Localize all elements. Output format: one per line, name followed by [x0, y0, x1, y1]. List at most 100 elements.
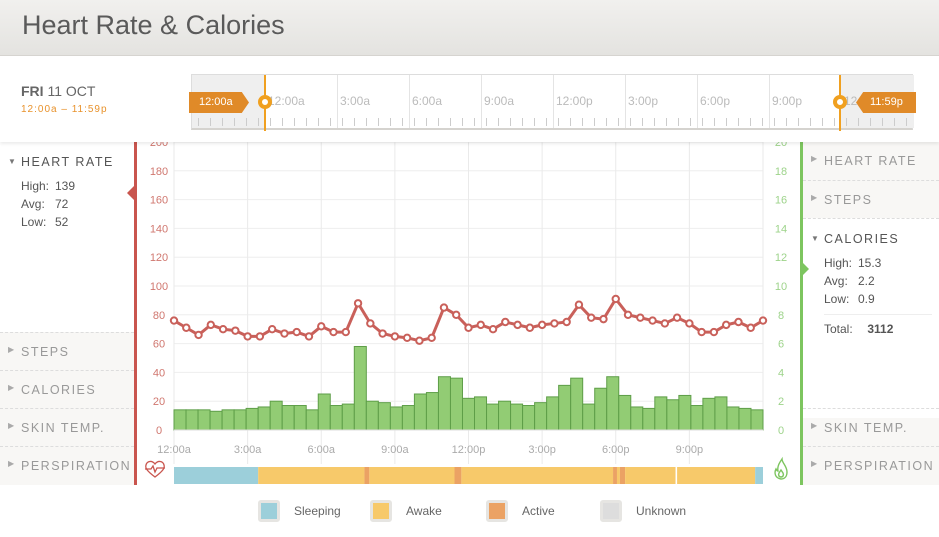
- x-axis-tick-label: 3:00a: [234, 444, 262, 456]
- stat-label: High:: [21, 179, 50, 193]
- heart-rate-point: [623, 310, 633, 320]
- timeline-tick: [822, 118, 823, 126]
- timeline-label: 12: [844, 94, 858, 108]
- timeline-tick: [426, 118, 427, 126]
- page-title: Heart Rate & Calories: [22, 10, 285, 40]
- left-axis-tick-label: 180: [150, 166, 168, 178]
- timeline-tick: [798, 118, 799, 126]
- calorie-bar: [353, 345, 367, 431]
- activity-segment-active: [364, 467, 370, 484]
- pulse-shape: [145, 464, 165, 474]
- heart-rate-point: [721, 320, 731, 330]
- calorie-bar: [377, 402, 391, 431]
- timeline-tick: [390, 118, 391, 126]
- heart-rate-point: [292, 327, 301, 337]
- section-label: STEPS: [21, 345, 70, 359]
- heart-rate-point: [513, 320, 522, 330]
- timeline-tick: [702, 118, 703, 126]
- left-axis-tick-label: 200: [150, 142, 168, 149]
- stat-label: High:: [824, 256, 853, 270]
- total-label: Total:: [824, 322, 853, 336]
- activity-segment-active: [613, 467, 617, 484]
- end-time-flag: 11:59p: [856, 92, 916, 113]
- timeline-tick: [750, 118, 751, 126]
- timeline-tick: [270, 118, 271, 126]
- calorie-bar: [570, 377, 584, 431]
- heart-rate-point: [562, 317, 571, 327]
- heart-rate-point: [464, 323, 473, 332]
- sidebar-item-calories[interactable]: ▶ CALORIES: [0, 370, 134, 408]
- caret-right-icon: ▶: [8, 459, 16, 468]
- calorie-bar: [738, 407, 752, 431]
- caret-right-icon: ▶: [811, 193, 819, 202]
- timeline-tick: [870, 118, 871, 126]
- timeline-tick: [666, 118, 667, 126]
- left-axis-tick-label: 120: [150, 252, 168, 264]
- sidebar-section-calories[interactable]: ▼ CALORIES High: 15.3 Avg: 2.2 Low: 0.9 Total…: [803, 218, 939, 418]
- heart-rate-point: [611, 294, 620, 304]
- heart-rate-point: [304, 332, 314, 341]
- heart-rate-icon: [145, 460, 165, 478]
- heart-rate-point: [746, 323, 755, 332]
- timeline-tick: [690, 118, 691, 126]
- x-axis-tick-label: 12:00a: [157, 444, 192, 456]
- handle-knob[interactable]: [258, 95, 272, 109]
- stat-row: High: 15.3: [824, 256, 939, 274]
- day-label: FRI: [21, 83, 44, 99]
- handle-knob[interactable]: [833, 95, 847, 109]
- right-axis-tick-label: 0: [778, 425, 784, 437]
- left-axis-tick-label: 80: [153, 310, 165, 322]
- stat-value: 2.2: [858, 274, 875, 288]
- caret-right-icon: ▶: [811, 421, 819, 430]
- calorie-bar: [534, 402, 548, 431]
- flame-icon: [774, 456, 788, 480]
- timeline-gridline: [697, 75, 698, 128]
- section-label: SKIN TEMP.: [824, 421, 909, 435]
- heart-rate-point: [317, 322, 326, 331]
- timeline-tick: [234, 118, 235, 126]
- timeline-tick: [654, 118, 655, 126]
- section-label: HEART RATE: [21, 155, 114, 169]
- range-start-handle[interactable]: [258, 75, 272, 131]
- timeline-tick: [342, 118, 343, 126]
- active-pointer: [127, 184, 136, 202]
- timeline-scrubber[interactable]: 12:00a 3:00a 6:00a 9:00a 12:00p 3:00p 6:00p 9:0…: [189, 74, 916, 131]
- caret-right-icon: ▶: [811, 154, 819, 163]
- timeline-tick: [330, 118, 331, 126]
- calorie-bar: [642, 407, 656, 431]
- title-bar: Heart Rate & Calories: [0, 0, 939, 56]
- timeline-label: 6:00a: [412, 94, 443, 108]
- calorie-bar: [401, 405, 415, 431]
- timeline-tick: [906, 118, 907, 126]
- flame-inner: [777, 468, 785, 478]
- x-axis-tick-label: 12:00p: [452, 444, 486, 456]
- activity-segment-active: [619, 467, 626, 484]
- sidebar-section-heart-rate[interactable]: ▼ HEART RATE High: 139 Avg: 72 Low: 52: [0, 142, 134, 332]
- timeline-tick: [366, 118, 367, 126]
- right-axis-tick-label: 4: [778, 367, 784, 379]
- right-axis-tick-label: 14: [775, 223, 787, 235]
- calorie-bar: [425, 392, 439, 431]
- calorie-bar: [486, 403, 500, 431]
- sidebar-item-skin-temp[interactable]: ▶ SKIN TEMP.: [803, 408, 939, 446]
- timeline-tick: [762, 118, 763, 126]
- sidebar-item-steps[interactable]: ▶ STEPS: [803, 180, 939, 218]
- heart-rate-point: [587, 313, 596, 322]
- heart-rate-point: [206, 320, 216, 330]
- sidebar-item-perspiration[interactable]: ▶ PERSPIRATION: [0, 446, 134, 484]
- heart-rate-point: [231, 326, 240, 335]
- heart-rate-point: [280, 329, 289, 338]
- calorie-bar: [546, 396, 560, 431]
- sidebar-item-steps[interactable]: ▶ STEPS: [0, 332, 134, 370]
- sidebar-item-heart-rate[interactable]: ▶ HEART RATE: [803, 142, 939, 180]
- heart-rate-point: [501, 317, 510, 327]
- activity-segment-awake: [625, 467, 676, 484]
- calorie-bar: [413, 393, 427, 431]
- sidebar-item-skin-temp[interactable]: ▶ SKIN TEMP.: [0, 408, 134, 446]
- range-end-handle[interactable]: [833, 75, 847, 131]
- heart-rate-point: [255, 332, 265, 341]
- calorie-bar: [449, 377, 463, 431]
- left-axis-tick-label: 100: [150, 281, 168, 293]
- sidebar-item-perspiration[interactable]: ▶ PERSPIRATION: [803, 446, 939, 484]
- calorie-bar: [690, 405, 704, 431]
